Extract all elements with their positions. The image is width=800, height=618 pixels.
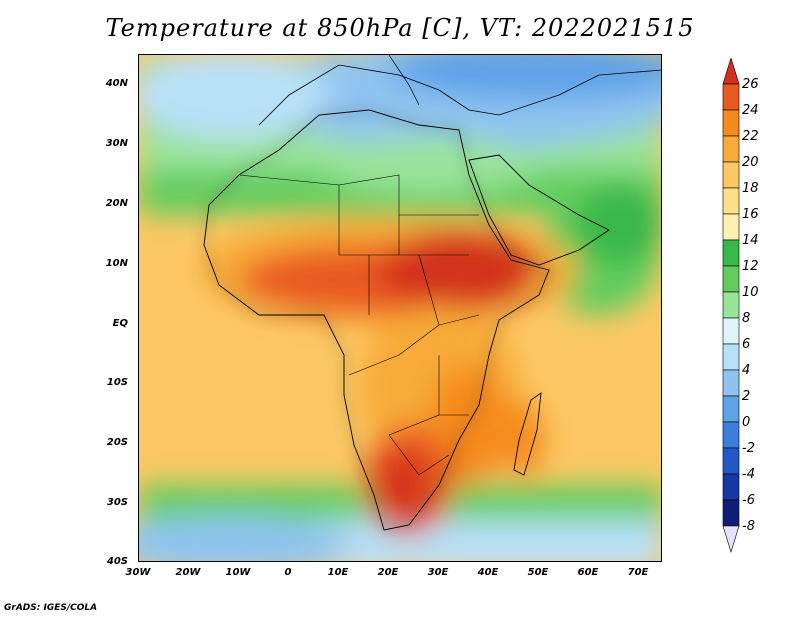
colorbar-label: 22: [742, 129, 759, 144]
lon-label: 40E: [477, 567, 499, 578]
colorbar-label: 20: [742, 155, 759, 170]
colorbar-swatch: [722, 239, 740, 267]
lon-label: 0: [284, 567, 292, 578]
colorbar-swatch: [722, 291, 740, 319]
colorbar-swatch: [722, 109, 740, 137]
lon-label: 20E: [377, 567, 399, 578]
lat-label: 10S: [106, 377, 128, 388]
lat-label: 30N: [105, 138, 128, 149]
colorbar-label: 4: [742, 363, 751, 378]
colorbar-label: 6: [742, 337, 751, 352]
colorbar: [722, 58, 740, 554]
colorbar-label: -6: [742, 493, 755, 508]
lat-label: EQ: [112, 318, 128, 329]
colorbar-label: 18: [742, 181, 759, 196]
lon-label: 70E: [627, 567, 649, 578]
colorbar-label: 14: [742, 233, 759, 248]
colorbar-label: 0: [742, 415, 751, 430]
lon-label: 30E: [427, 567, 449, 578]
colorbar-swatch: [722, 187, 740, 215]
lat-label: 20S: [106, 437, 128, 448]
colorbar-swatch: [722, 83, 740, 111]
colorbar-bottom-triangle: [722, 525, 740, 554]
colorbar-label: 12: [742, 259, 759, 274]
colorbar-top-triangle: [722, 58, 740, 85]
colorbar-label: -4: [742, 467, 755, 482]
africa-coastline: [203, 109, 550, 531]
lon-label: 30W: [125, 567, 151, 578]
colorbar-label: -2: [742, 441, 755, 456]
credit-text: GrADS: IGES/COLA: [4, 603, 98, 613]
lon-label: 20W: [175, 567, 201, 578]
temperature-map: [139, 55, 661, 561]
colorbar-swatch: [722, 135, 740, 163]
lon-label: 10W: [225, 567, 251, 578]
madagascar-coastline: [513, 392, 542, 476]
colorbar-swatch: [722, 473, 740, 501]
colorbar-label: 8: [742, 311, 751, 326]
lat-label: 20N: [105, 198, 128, 209]
lon-label: 10E: [327, 567, 349, 578]
colorbar-swatch: [722, 421, 740, 449]
colorbar-label: 24: [742, 103, 759, 118]
map-title: Temperature at 850hPa [C], VT: 202202151…: [105, 14, 695, 42]
lat-label: 30S: [106, 497, 128, 508]
colorbar-label: -8: [742, 519, 755, 534]
colorbar-swatch: [722, 343, 740, 371]
colorbar-label: 16: [742, 207, 759, 222]
colorbar-swatch: [722, 395, 740, 423]
lon-label: 60E: [577, 567, 599, 578]
colorbar-swatch: [722, 161, 740, 189]
lon-label: 50E: [527, 567, 549, 578]
arabia-coastline: [468, 154, 610, 266]
colorbar-swatch: [722, 369, 740, 397]
lat-label: 40N: [105, 78, 128, 89]
lat-label: 10N: [105, 258, 128, 269]
colorbar-swatch: [722, 213, 740, 241]
map-panel: [138, 54, 662, 562]
colorbar-swatch: [722, 317, 740, 345]
colorbar-label: 2: [742, 389, 751, 404]
lat-label: 40S: [106, 556, 128, 567]
colorbar-swatch: [722, 265, 740, 293]
europe-coastline: [258, 64, 661, 126]
colorbar-swatch: [722, 447, 740, 475]
colorbar-label: 10: [742, 285, 759, 300]
colorbar-label: 26: [742, 77, 759, 92]
country-borders: [238, 174, 480, 476]
colorbar-swatch: [722, 499, 740, 527]
